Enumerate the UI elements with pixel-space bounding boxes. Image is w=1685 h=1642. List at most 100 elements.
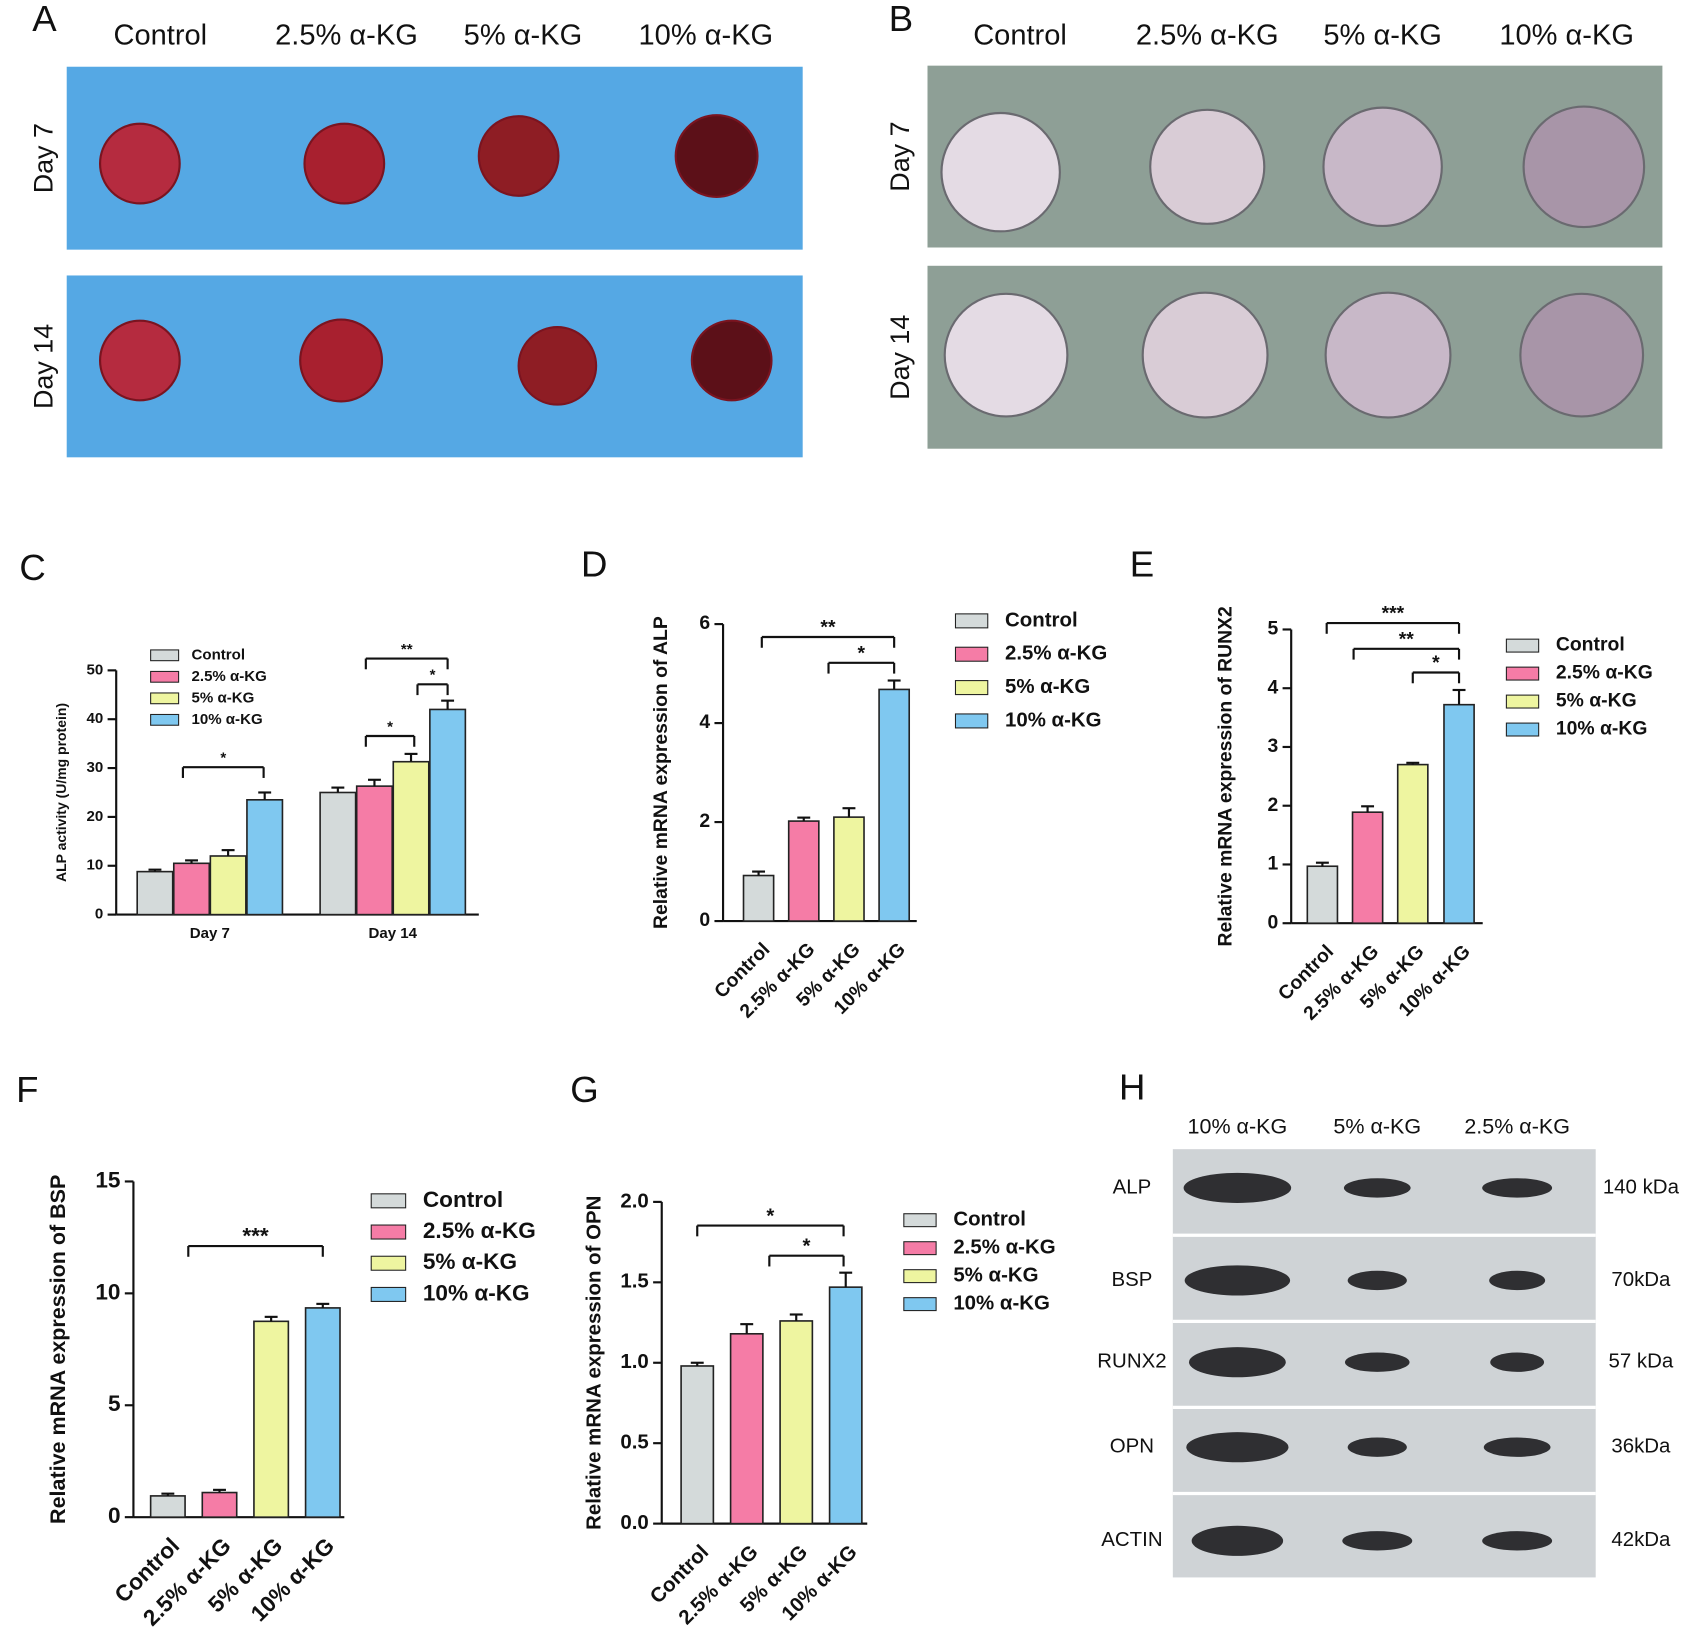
legend-label: 2.5% α-KG (953, 1236, 1055, 1259)
error-bar (797, 816, 811, 822)
protein-label: ACTIN (1101, 1528, 1162, 1551)
error-bar (752, 870, 766, 876)
column-label: 5% α-KG (1323, 19, 1442, 51)
error-bar (161, 1492, 175, 1496)
significance-label: * (430, 667, 436, 684)
panel-letter: C (19, 547, 45, 588)
bar (680, 1365, 715, 1525)
error-bar (404, 752, 418, 762)
y-tick-label: 30 (87, 759, 104, 776)
bar (1351, 811, 1384, 925)
significance-label: * (1432, 652, 1440, 674)
legend-label: Control (1005, 608, 1078, 631)
error-bar (331, 786, 345, 793)
legend-label: Control (192, 646, 245, 663)
error-bar (316, 1302, 330, 1308)
y-tick-label: 1.0 (620, 1350, 648, 1373)
error-bar (887, 679, 901, 690)
column-label: 2.5% α-KG (275, 19, 418, 51)
panel-letter: A (32, 0, 57, 39)
blot-band (1489, 1270, 1546, 1291)
error-bar (690, 1361, 704, 1366)
blot-band (1191, 1525, 1284, 1556)
legend-label: 10% α-KG (1005, 708, 1102, 731)
significance-label: ** (1399, 628, 1415, 650)
legend-label: 10% α-KG (192, 711, 263, 728)
error-bar (148, 868, 162, 872)
bar (149, 1495, 186, 1518)
legend-label: 5% α-KG (192, 689, 255, 706)
error-bar (1452, 688, 1466, 705)
blot-band (1186, 1432, 1289, 1463)
y-axis-label: Relative mRNA expression of ALP (650, 616, 672, 929)
x-tick-label: Day 14 (368, 925, 417, 942)
y-axis-label: ALP activity (U/mg protein) (53, 703, 69, 882)
error-bar (1315, 861, 1329, 867)
y-axis-label: Relative mRNA expression of RUNX2 (1215, 606, 1237, 946)
error-bar (258, 791, 272, 800)
blot-band (1347, 1270, 1407, 1291)
legend-swatch (903, 1213, 937, 1228)
y-tick-label: 0 (108, 1503, 121, 1528)
error-bar (789, 1313, 803, 1321)
column-label: 10% α-KG (639, 19, 774, 51)
bar (201, 1491, 238, 1518)
y-tick-label: 5 (1267, 618, 1278, 640)
significance-label: * (802, 1234, 810, 1257)
legend-swatch (903, 1241, 937, 1256)
protein-label: RUNX2 (1097, 1350, 1166, 1373)
row-label: Day 14 (28, 324, 58, 409)
y-tick-label: 10 (87, 857, 104, 874)
blot-band (1483, 1437, 1551, 1457)
legend-swatch (954, 646, 989, 662)
legend-label: 5% α-KG (423, 1249, 517, 1274)
legend-label: 5% α-KG (953, 1264, 1038, 1287)
significance-label: * (387, 718, 393, 735)
legend-label: Control (1556, 634, 1625, 656)
legend-label: 2.5% α-KG (423, 1218, 536, 1243)
blot-band (1482, 1178, 1553, 1198)
legend-label: 5% α-KG (1005, 675, 1090, 698)
legend-swatch (1505, 722, 1540, 737)
legend-label: 10% α-KG (423, 1280, 530, 1305)
protein-label: ALP (1113, 1175, 1152, 1198)
bar (429, 708, 467, 916)
panel-letter: H (1119, 1067, 1145, 1108)
blot-band (1184, 1265, 1291, 1296)
lane-label: 5% α-KG (1333, 1114, 1421, 1138)
y-tick-label: 0 (95, 906, 103, 923)
significance-label: *** (242, 1223, 269, 1248)
legend-label: 10% α-KG (953, 1292, 1050, 1315)
legend-swatch (150, 713, 180, 726)
significance-label: ** (401, 641, 413, 658)
error-bar (367, 778, 381, 787)
scaffold-disc (1522, 105, 1646, 229)
bar (172, 862, 211, 916)
y-tick-label: 1 (1267, 853, 1278, 875)
error-bar (441, 699, 455, 710)
scaffold-disc (303, 122, 386, 205)
y-tick-label: 4 (699, 711, 710, 733)
scaffold-disc (674, 114, 759, 199)
bar (1443, 703, 1475, 925)
y-tick-label: 10 (95, 1279, 120, 1304)
error-bar (839, 1271, 853, 1288)
error-bar (1406, 761, 1420, 765)
scaffold-disc (1324, 291, 1452, 419)
y-tick-label: 5 (108, 1391, 121, 1416)
error-bar (842, 807, 856, 818)
y-tick-label: 2 (1267, 794, 1278, 816)
y-tick-label: 0.0 (620, 1511, 648, 1534)
legend-label: 2.5% α-KG (1005, 642, 1107, 665)
significance-label: ** (820, 617, 836, 639)
legend-label: Control (953, 1208, 1026, 1231)
legend-swatch (370, 1286, 407, 1302)
legend-label: Control (423, 1187, 503, 1212)
row-label: Day 7 (885, 121, 915, 191)
significance-label: *** (1382, 603, 1405, 625)
y-tick-label: 40 (87, 710, 104, 727)
row-label: Day 14 (885, 315, 915, 400)
bar (1306, 865, 1339, 925)
scaffold-disc (690, 319, 773, 402)
